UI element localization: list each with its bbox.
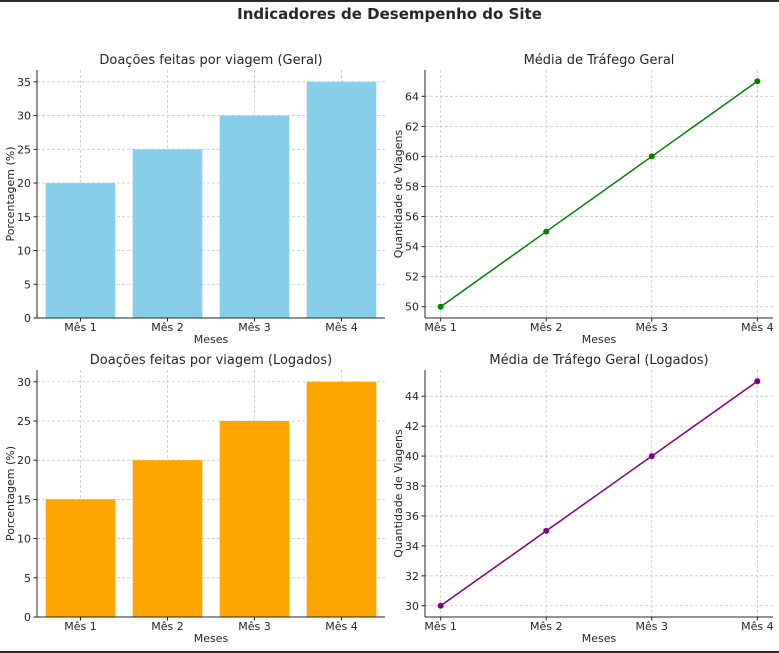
- y-tick-label: 32: [405, 570, 419, 583]
- y-axis-label: Quantidade de Viagens: [392, 429, 405, 558]
- x-tick-label: Mês 3: [636, 620, 668, 633]
- y-tick-label: 42: [405, 420, 419, 433]
- y-tick-label: 52: [405, 271, 419, 284]
- x-tick-label: Mês 1: [424, 321, 456, 334]
- x-axis-label: Meses: [194, 333, 229, 346]
- y-tick-label: 20: [17, 177, 31, 190]
- x-tick-label: Mês 4: [741, 620, 773, 633]
- x-tick-label: Mês 2: [151, 620, 183, 633]
- x-axis-label: Meses: [194, 632, 229, 645]
- data-point: [437, 303, 444, 310]
- y-tick-label: 34: [405, 540, 419, 553]
- y-tick-label: 0: [24, 611, 31, 624]
- data-point: [543, 228, 550, 235]
- y-tick-label: 56: [405, 211, 419, 224]
- y-tick-label: 36: [405, 510, 419, 523]
- bar-mês-1: [45, 499, 116, 617]
- data-point: [754, 378, 761, 385]
- x-tick-label: Mês 3: [238, 321, 270, 334]
- x-tick-label: Mês 4: [741, 321, 773, 334]
- x-tick-label: Mês 2: [530, 620, 562, 633]
- y-tick-label: 0: [24, 312, 31, 325]
- chart-panel-1: 0 5 10 15 20 25 30 35 Mês 1 Mês 2 Mês 3 Mês 4 Doaçõe…: [4, 53, 385, 346]
- bar-mês-1: [45, 183, 116, 318]
- chart-panel-2: 50 52 54 56 58 60 62 64 Mês 1 Mês 2 Mês 3 Mês 4 Médi…: [392, 53, 774, 346]
- data-point: [648, 453, 655, 460]
- chart-title: Doações feitas por viagem (Logados): [90, 353, 332, 368]
- y-tick-label: 30: [405, 600, 419, 613]
- y-tick-label: 30: [17, 376, 31, 389]
- x-axis-label: Meses: [582, 333, 617, 346]
- bar-mês-2: [132, 460, 203, 617]
- y-tick-label: 10: [17, 245, 31, 258]
- y-tick-label: 60: [405, 150, 419, 163]
- chart-panel-3: 0 5 10 15 20 25 30 Mês 1 Mês 2 Mês 3 Mês 4 Doações …: [4, 353, 385, 645]
- x-tick-label: Mês 4: [325, 620, 357, 633]
- data-point: [648, 153, 655, 160]
- data-point: [543, 527, 550, 534]
- x-tick-label: Mês 1: [424, 620, 456, 633]
- y-axis-label: Quantidade de Viagens: [392, 130, 405, 259]
- bar-mês-4: [306, 381, 377, 617]
- y-tick-label: 54: [405, 241, 419, 254]
- bar-mês-2: [132, 149, 203, 318]
- chart-panel-4: 30 32 34 36 38 40 42 44 Mês 1 Mês 2 Mês 3 Mês 4 Médi…: [392, 353, 774, 645]
- x-tick-label: Mês 1: [64, 620, 96, 633]
- figure-suptitle: Indicadores de Desempenho do Site: [237, 5, 542, 23]
- y-tick-label: 62: [405, 120, 419, 133]
- y-tick-label: 5: [24, 572, 31, 585]
- y-tick-label: 25: [17, 143, 31, 156]
- bar-mês-3: [219, 115, 290, 318]
- bar-mês-4: [306, 81, 377, 318]
- x-tick-label: Mês 3: [636, 321, 668, 334]
- x-tick-label: Mês 3: [238, 620, 270, 633]
- x-tick-label: Mês 1: [64, 321, 96, 334]
- x-tick-label: Mês 2: [530, 321, 562, 334]
- y-tick-label: 30: [17, 110, 31, 123]
- y-tick-label: 40: [405, 450, 419, 463]
- y-tick-label: 10: [17, 533, 31, 546]
- series-line: [440, 80, 758, 308]
- y-tick-label: 20: [17, 454, 31, 467]
- y-axis-label: Porcentagem (%): [4, 446, 17, 541]
- y-tick-label: 5: [24, 278, 31, 291]
- x-tick-label: Mês 4: [325, 321, 357, 334]
- y-tick-label: 15: [17, 211, 31, 224]
- y-tick-label: 38: [405, 480, 419, 493]
- data-point: [754, 78, 761, 85]
- y-tick-label: 58: [405, 180, 419, 193]
- chart-title: Doações feitas por viagem (Geral): [99, 53, 322, 68]
- y-tick-label: 64: [405, 90, 419, 103]
- y-tick-label: 50: [405, 301, 419, 314]
- bar-mês-3: [219, 420, 290, 617]
- y-tick-label: 25: [17, 415, 31, 428]
- chart-title: Média de Tráfego Geral: [524, 53, 675, 68]
- series-line: [440, 380, 758, 607]
- x-tick-label: Mês 2: [151, 321, 183, 334]
- y-tick-label: 35: [17, 76, 31, 89]
- y-axis-label: Porcentagem (%): [4, 146, 17, 241]
- y-tick-label: 44: [405, 390, 419, 403]
- x-axis-label: Meses: [582, 632, 617, 645]
- chart-title: Média de Tráfego Geral (Logados): [489, 353, 708, 368]
- data-point: [437, 602, 444, 609]
- y-tick-label: 15: [17, 493, 31, 506]
